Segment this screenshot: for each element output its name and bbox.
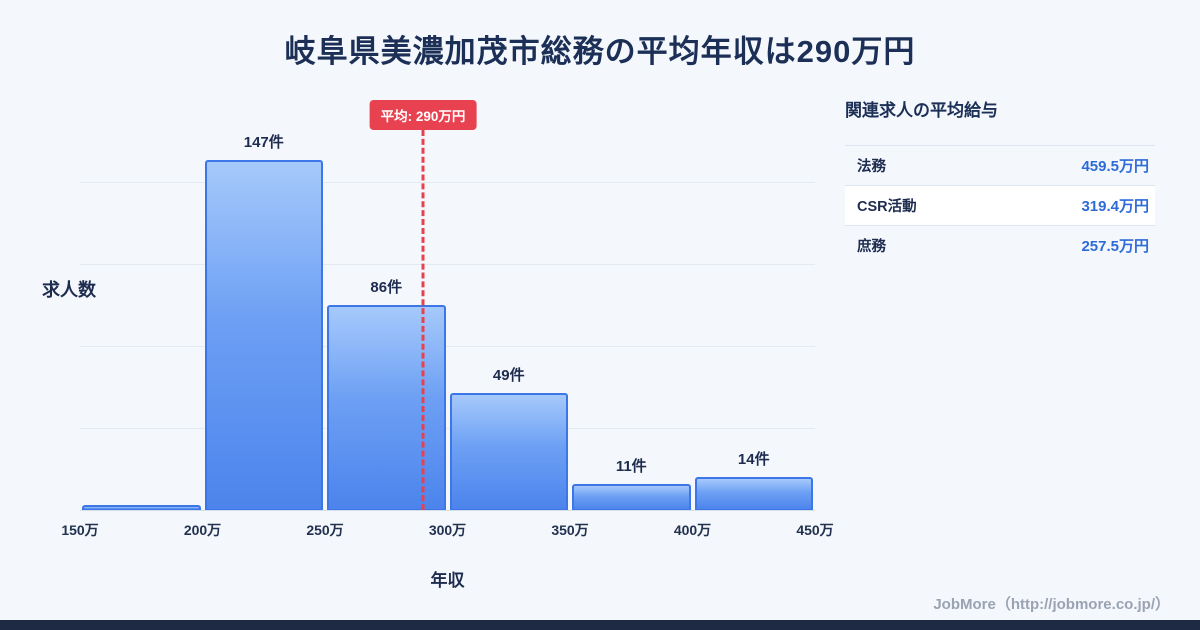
job-salary-value: 257.5万円 bbox=[1081, 238, 1149, 255]
bar-value-label: 49件 bbox=[492, 367, 525, 384]
credit-text: JobMore（http://jobmore.co.jp/） bbox=[933, 596, 1170, 613]
bar-value-label: 86件 bbox=[370, 279, 403, 296]
gridline bbox=[80, 264, 815, 265]
histogram-bar bbox=[327, 305, 446, 510]
histogram-bar bbox=[694, 477, 813, 510]
histogram-bar bbox=[449, 393, 568, 510]
job-salary-value: 319.4万円 bbox=[1081, 198, 1149, 215]
x-tick-label: 300万 bbox=[428, 522, 467, 538]
x-tick-label: 450万 bbox=[796, 522, 834, 538]
x-tick-label: 250万 bbox=[306, 522, 344, 538]
gridline bbox=[80, 182, 815, 183]
histogram-bar bbox=[204, 160, 323, 510]
x-axis-ticks: 150万 200万 250万 300万 350万 400万 450万 bbox=[61, 510, 833, 540]
plot-area: 147件 86件 49件 11件 14件 平均: 290万円 150万 200万 250万 3… bbox=[61, 100, 834, 538]
x-tick-label: 350万 bbox=[551, 522, 589, 538]
gridline bbox=[80, 346, 815, 347]
job-category-label: 法務 bbox=[857, 159, 886, 175]
related-jobs-panel: 関連求人の平均給与 法務 459.5万円 CSR活動 319.4万円 庶務 25… bbox=[845, 96, 1155, 265]
x-tick-label: 400万 bbox=[673, 522, 712, 538]
job-salary-value: 459.5万円 bbox=[1081, 158, 1149, 175]
bars-container: 147件 86件 49件 11件 14件 bbox=[80, 100, 815, 510]
job-category-label: 庶務 bbox=[857, 239, 886, 255]
job-category-label: CSR活動 bbox=[857, 199, 917, 215]
x-axis-label: 年収 bbox=[430, 571, 465, 590]
footer-bar bbox=[0, 620, 1200, 630]
gridline bbox=[80, 428, 815, 429]
average-line bbox=[421, 130, 425, 510]
bar-value-label: 14件 bbox=[737, 451, 770, 468]
average-badge: 平均: 290万円 bbox=[369, 100, 477, 130]
x-tick-label: 200万 bbox=[183, 522, 222, 538]
table-row: 法務 459.5万円 bbox=[845, 145, 1155, 185]
histogram-bar bbox=[82, 505, 201, 510]
table-row: 庶務 257.5万円 bbox=[845, 225, 1155, 265]
bar-value-label: 147件 bbox=[243, 134, 284, 151]
histogram-bar bbox=[572, 484, 691, 510]
x-tick-label: 150万 bbox=[61, 522, 99, 538]
panel-heading: 関連求人の平均給与 bbox=[845, 101, 998, 120]
page-title: 岐阜県美濃加茂市総務の平均年収は290万円 bbox=[284, 34, 916, 69]
bar-value-label: 11件 bbox=[615, 458, 647, 475]
table-row: CSR活動 319.4万円 bbox=[845, 185, 1155, 225]
related-jobs-table: 法務 459.5万円 CSR活動 319.4万円 庶務 257.5万円 bbox=[845, 145, 1155, 265]
y-axis-label: 求人数 bbox=[42, 280, 96, 300]
